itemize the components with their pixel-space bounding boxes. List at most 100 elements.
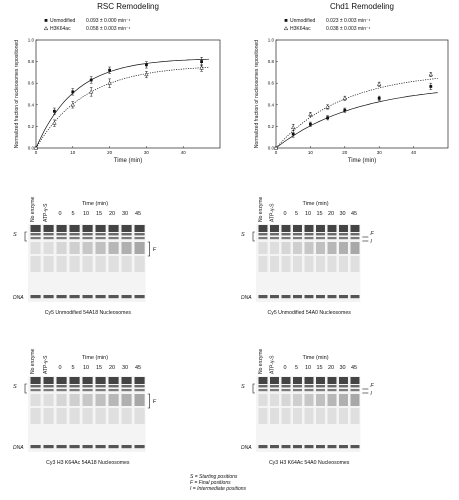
start-band bbox=[56, 233, 67, 236]
start-band bbox=[258, 237, 268, 240]
smear bbox=[82, 256, 93, 272]
data-point bbox=[88, 89, 94, 94]
gel-lane bbox=[134, 377, 145, 449]
data-point bbox=[200, 60, 203, 63]
smear bbox=[304, 256, 314, 272]
gel-caption: Cy5 Unmodified 54A18 Nucleosomes bbox=[45, 310, 132, 316]
data-point bbox=[428, 72, 434, 77]
start-band bbox=[281, 237, 291, 240]
lane-label-atp: ATP-γ-S bbox=[270, 203, 276, 222]
well-band bbox=[43, 225, 54, 232]
start-band bbox=[304, 237, 314, 240]
smear bbox=[30, 408, 41, 424]
plot-frame bbox=[275, 39, 449, 149]
series-h3k64ac bbox=[33, 64, 210, 150]
well-band bbox=[339, 225, 348, 232]
label-i: I bbox=[370, 391, 372, 397]
dna-band bbox=[316, 445, 325, 449]
smear bbox=[56, 256, 67, 272]
gel-lane bbox=[304, 225, 314, 299]
smear bbox=[56, 408, 67, 424]
well-band bbox=[134, 225, 145, 232]
gel-caption: Cy3 H3 K64Ac 54A0 Nucleosomes bbox=[269, 460, 350, 466]
label-f: F bbox=[153, 247, 157, 253]
start-band bbox=[69, 233, 80, 236]
start-band bbox=[281, 233, 291, 236]
time-header: Time (min) bbox=[302, 355, 328, 361]
data-point bbox=[33, 145, 39, 150]
start-band bbox=[69, 389, 80, 392]
legend-rate: 0.093 ± 0.000 min⁻¹ bbox=[86, 18, 131, 24]
gel-panel-1: No enzyme ATP-γ-S Time (min) 0 5 10 15 20 30 45 S D… bbox=[13, 196, 157, 316]
final-band bbox=[82, 242, 93, 254]
start-band bbox=[30, 389, 41, 392]
gel-lane bbox=[134, 225, 145, 299]
time-label: 5 bbox=[71, 211, 74, 217]
final-band bbox=[293, 394, 302, 406]
fit-curve bbox=[35, 66, 210, 149]
dna-band bbox=[95, 295, 106, 299]
smear bbox=[258, 256, 268, 272]
gel-lane bbox=[82, 377, 93, 449]
start-band bbox=[30, 237, 41, 240]
well-band bbox=[293, 225, 302, 232]
gel-lane bbox=[95, 377, 106, 449]
well-band bbox=[304, 225, 314, 232]
time-label: 5 bbox=[295, 211, 298, 217]
final-band bbox=[339, 394, 348, 406]
data-point bbox=[89, 78, 93, 82]
start-band bbox=[95, 385, 106, 388]
lane-label-no-enzyme: No enzyme bbox=[30, 196, 36, 222]
label-f: F bbox=[370, 383, 374, 389]
time-label: 0 bbox=[58, 211, 61, 217]
bracket-f bbox=[147, 241, 150, 257]
legend-rate: 0.058 ± 0.003 min⁻¹ bbox=[86, 26, 131, 32]
start-band bbox=[121, 233, 132, 236]
final-band bbox=[293, 242, 302, 254]
smear bbox=[350, 256, 360, 272]
data-point bbox=[429, 85, 433, 88]
well-band bbox=[270, 377, 279, 384]
start-band bbox=[304, 233, 314, 236]
smear bbox=[327, 256, 337, 272]
well-band bbox=[108, 225, 119, 232]
fit-curve bbox=[275, 92, 438, 149]
dna-band bbox=[56, 295, 67, 299]
gel-lane bbox=[304, 377, 314, 449]
start-band bbox=[339, 385, 348, 388]
well-band bbox=[281, 225, 291, 232]
y-tick-label: 1.0 bbox=[268, 38, 275, 43]
label-dna: DNA bbox=[13, 445, 24, 451]
start-band bbox=[134, 233, 145, 236]
start-band bbox=[270, 389, 279, 392]
well-band bbox=[69, 225, 80, 232]
legend-marker bbox=[43, 26, 49, 31]
legend-marker bbox=[284, 19, 288, 22]
time-label: 10 bbox=[305, 365, 311, 371]
time-header: Time (min) bbox=[82, 201, 108, 207]
bracket-s bbox=[252, 383, 255, 394]
well-band bbox=[82, 377, 93, 384]
gel-lane bbox=[82, 225, 93, 299]
start-band bbox=[293, 385, 302, 388]
smear bbox=[95, 256, 106, 272]
y-tick-label: 0.0 bbox=[268, 146, 275, 151]
x-tick-label: 0 bbox=[35, 150, 38, 155]
legend-marker bbox=[283, 26, 289, 31]
start-band bbox=[82, 385, 93, 388]
data-point bbox=[325, 104, 330, 109]
legend-label: Unmodified bbox=[290, 18, 316, 24]
start-band bbox=[108, 385, 119, 388]
data-point bbox=[53, 109, 56, 113]
final-band bbox=[69, 242, 80, 254]
chart-2: Chd1 Remodeling 0.0 0.2 0.4 0.6 0.8 1.0 0 10 20 30… bbox=[254, 2, 449, 164]
time-label: 30 bbox=[122, 211, 128, 217]
gel-panel-3: No enzyme ATP-γ-S Time (min) 0 5 10 15 20 30 45 S D… bbox=[13, 348, 157, 466]
key-intermediate: I = Intermediate positions bbox=[190, 486, 247, 492]
legend-label: H3K64ac bbox=[290, 26, 311, 32]
final-band bbox=[316, 242, 325, 254]
final-band bbox=[30, 242, 41, 254]
final-band bbox=[43, 242, 54, 254]
smear bbox=[69, 408, 80, 424]
gel-lane bbox=[258, 225, 268, 299]
